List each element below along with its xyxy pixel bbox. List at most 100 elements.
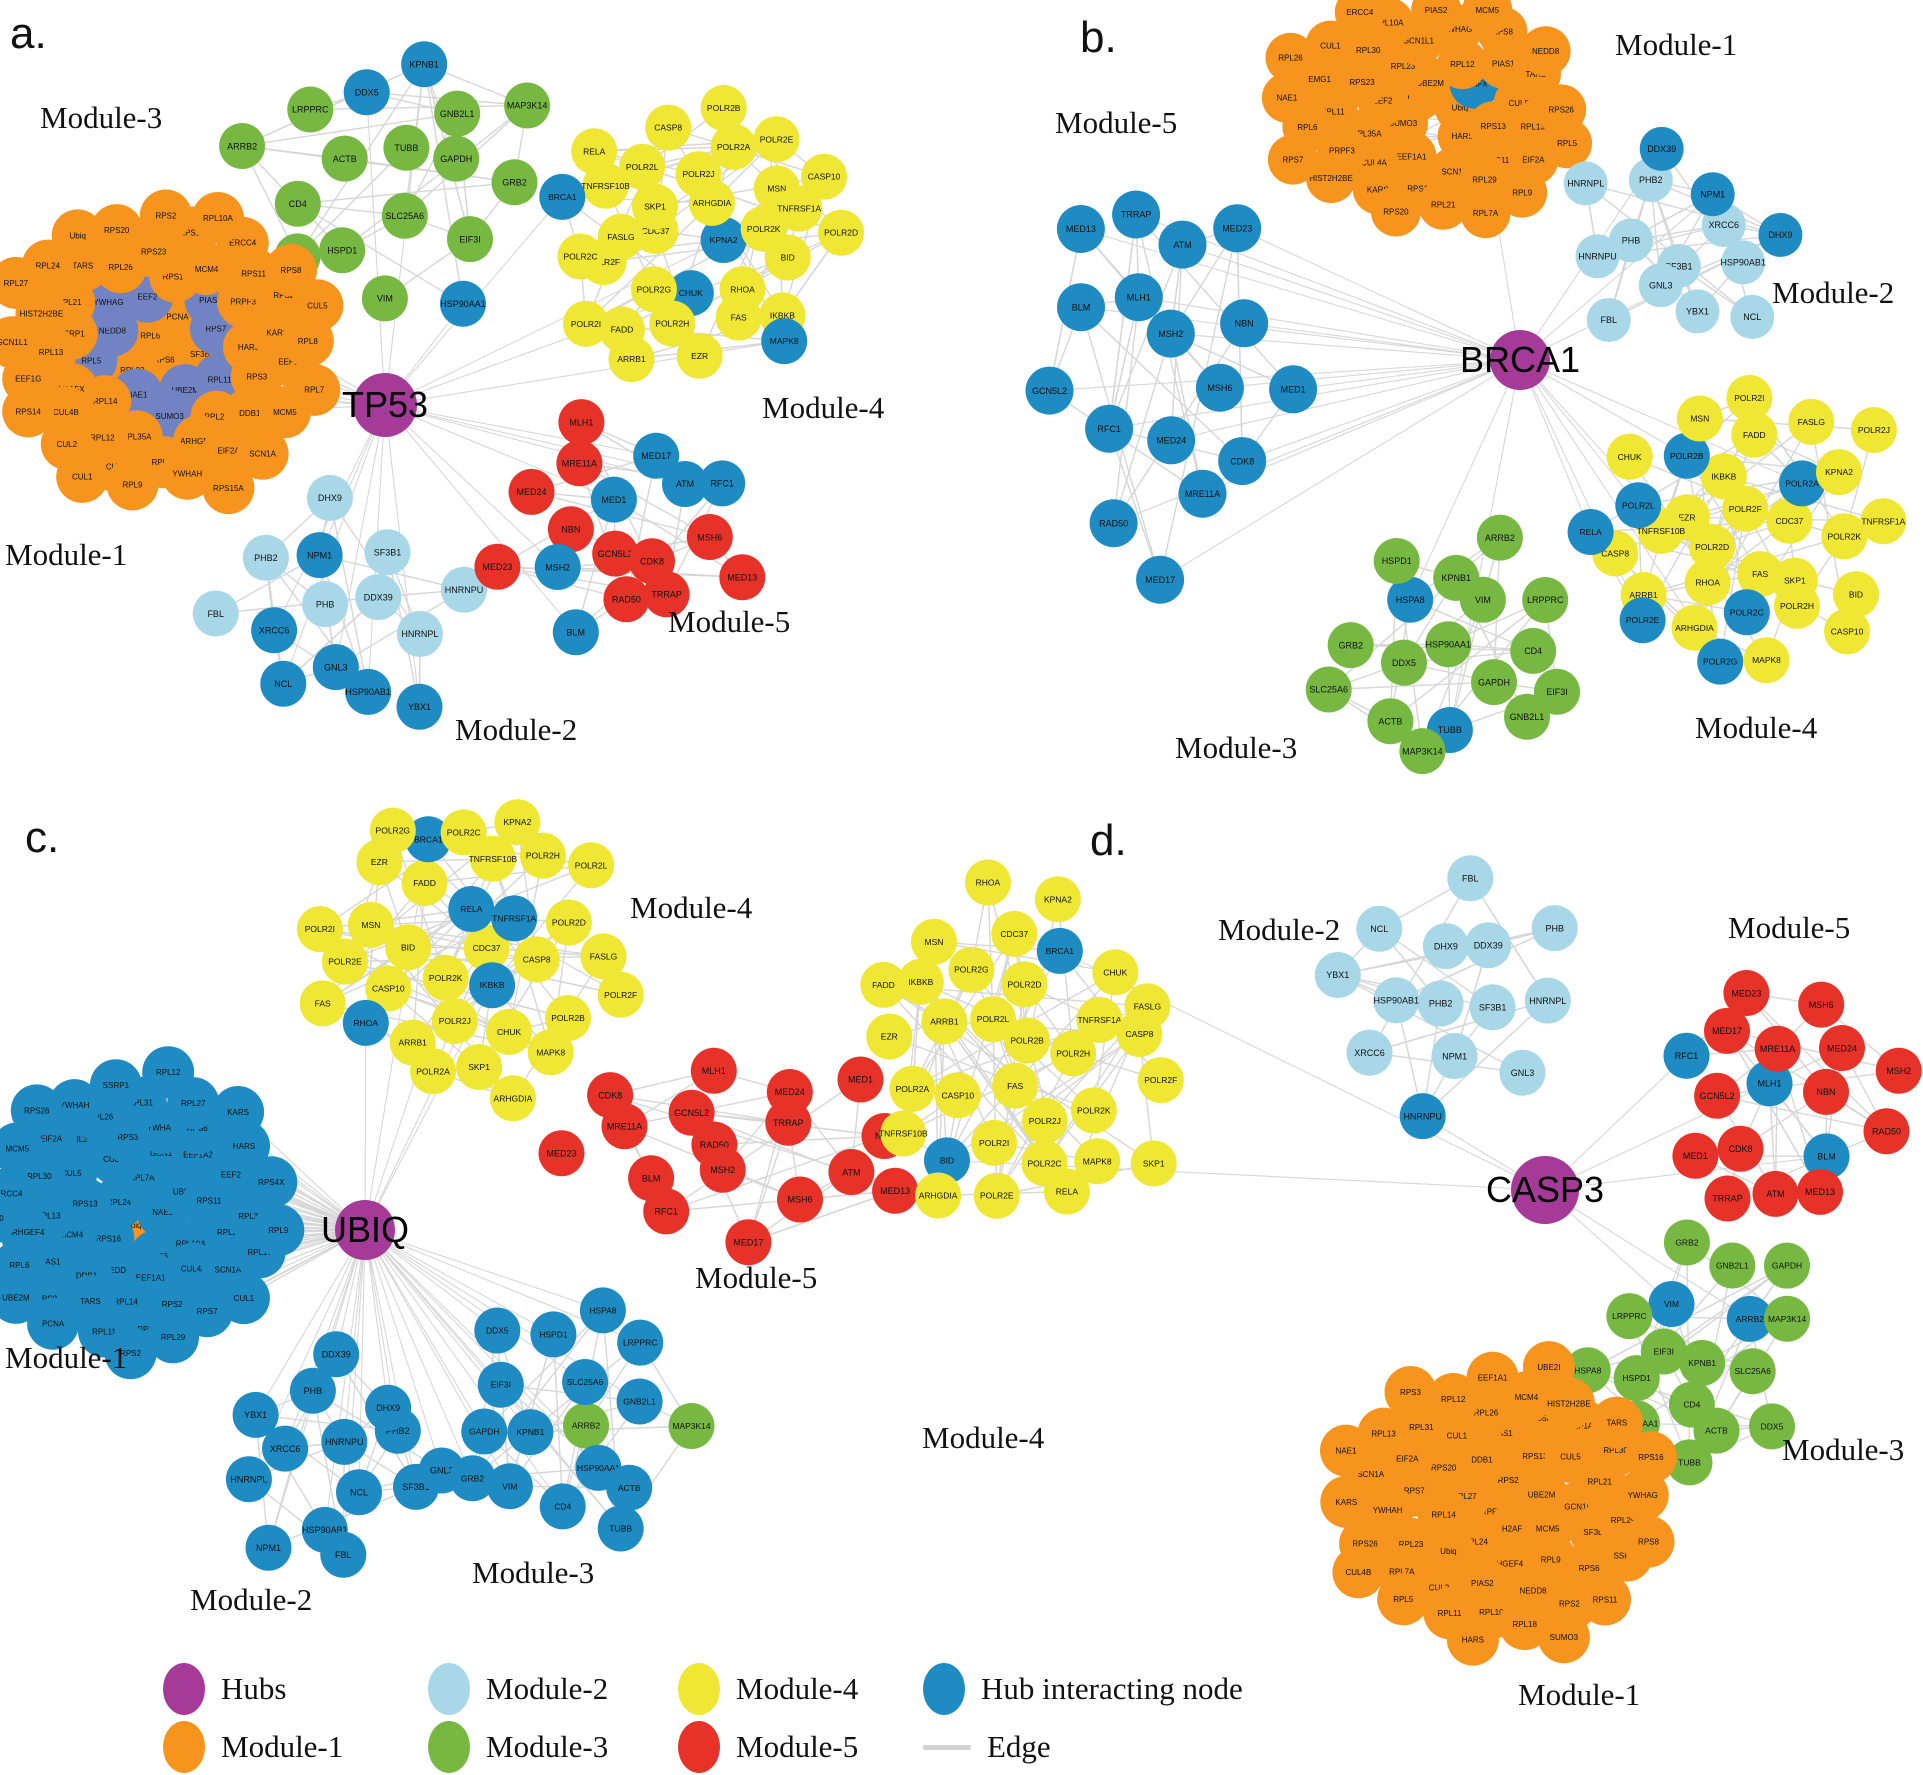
node-GCN5L2[interactable] [1694, 1072, 1741, 1119]
node-RHOA[interactable] [342, 999, 389, 1046]
node-GRB2[interactable] [449, 1455, 496, 1502]
node-HSPD1[interactable] [1373, 538, 1420, 584]
node-POLR2H[interactable] [519, 832, 566, 879]
node-NPM1[interactable] [1431, 1033, 1478, 1079]
node-HSPD1[interactable] [319, 227, 366, 274]
node-RPS16[interactable] [1624, 1431, 1677, 1484]
node-SKP1[interactable] [632, 183, 678, 230]
node-MED13[interactable] [719, 554, 766, 601]
node-POLR2G[interactable] [369, 807, 416, 854]
node-EIF3I[interactable] [447, 216, 493, 263]
node-HNRNPU[interactable] [1575, 234, 1620, 279]
node-NCL[interactable] [1356, 905, 1403, 952]
node-POLR2J[interactable] [431, 998, 478, 1045]
node-HSP90AB1[interactable] [1721, 240, 1766, 285]
node-IKBKB[interactable] [897, 958, 944, 1005]
node-POLR2D[interactable] [545, 899, 592, 946]
node-FAS[interactable] [1737, 551, 1784, 598]
hub-UBIQ[interactable] [335, 1200, 395, 1260]
node-RPS20[interactable] [90, 204, 143, 257]
node-EIF3I[interactable] [477, 1361, 524, 1408]
node-RPL9[interactable] [1497, 167, 1548, 218]
node-RELA[interactable] [1567, 509, 1614, 555]
node-NAE1[interactable] [1261, 72, 1312, 123]
node-MED13[interactable] [872, 1167, 919, 1214]
node-MSH6[interactable] [686, 514, 733, 560]
node-RPL10A[interactable] [191, 192, 244, 244]
node-HNRNPU[interactable] [1399, 1093, 1446, 1140]
node-POLR2B[interactable] [545, 995, 591, 1042]
node-RPS3[interactable] [1384, 1366, 1437, 1418]
node-SCN1A[interactable] [236, 427, 289, 480]
node-NEDD8[interactable] [1520, 26, 1571, 77]
node-FADD[interactable] [1731, 411, 1778, 458]
node-KPNB1[interactable] [507, 1409, 554, 1456]
node-TUBB[interactable] [597, 1505, 644, 1552]
node-MLH1[interactable] [558, 399, 605, 446]
node-ARRB1[interactable] [921, 998, 968, 1045]
node-ACTB[interactable] [606, 1464, 653, 1511]
node-CUL1[interactable] [217, 1272, 270, 1325]
node-RPS20[interactable] [0, 1192, 17, 1244]
node-CUL4B[interactable] [1332, 1546, 1385, 1599]
node-RHOA[interactable] [1684, 559, 1731, 606]
node-TUBB[interactable] [1666, 1439, 1713, 1486]
node-TNFRSF1A[interactable] [491, 895, 538, 942]
node-GAPDH[interactable] [461, 1408, 508, 1455]
node-SF3B1[interactable] [364, 529, 411, 576]
node-CUL1[interactable] [1305, 20, 1356, 71]
node-BRCA1[interactable] [405, 816, 452, 863]
node-RPL29[interactable] [147, 1311, 199, 1364]
node-MSH2[interactable] [699, 1146, 746, 1193]
node-RPS14[interactable] [2, 385, 55, 438]
node-MRE11A[interactable] [1178, 469, 1227, 518]
node-RPL9[interactable] [252, 1204, 305, 1257]
node-CASP10[interactable] [801, 153, 848, 200]
node-BLM[interactable] [1803, 1133, 1850, 1180]
node-RELA[interactable] [571, 128, 618, 175]
node-NCL[interactable] [1730, 294, 1775, 339]
node-POLR2I[interactable] [563, 300, 609, 347]
node-DDX39[interactable] [1465, 922, 1512, 969]
node-RPL12[interactable] [142, 1046, 195, 1099]
node-MLH1[interactable] [1114, 273, 1163, 322]
node-ARRB2[interactable] [563, 1402, 609, 1449]
node-GAPDH[interactable] [1471, 659, 1517, 706]
node-MAP3K14[interactable] [1399, 728, 1446, 775]
node-LRPPRC[interactable] [1522, 577, 1569, 623]
node-TUBB[interactable] [383, 124, 430, 171]
node-HSPD1[interactable] [530, 1311, 577, 1358]
node-IKBKB[interactable] [1700, 453, 1747, 500]
node-MSN[interactable] [347, 901, 394, 948]
node-DHX9[interactable] [1758, 212, 1803, 257]
node-MED13[interactable] [1797, 1168, 1843, 1215]
node-FBL[interactable] [1447, 855, 1494, 902]
node-MED17[interactable] [725, 1219, 772, 1266]
node-NPM1[interactable] [296, 532, 343, 579]
node-POLR2G[interactable] [1697, 638, 1744, 685]
node-TRRAP[interactable] [1112, 190, 1161, 239]
node-HSP90AA1[interactable] [440, 280, 486, 327]
node-VIM[interactable] [361, 275, 408, 322]
node-RHOA[interactable] [964, 859, 1011, 906]
node-YBX1[interactable] [1675, 289, 1720, 334]
node-SUMO3[interactable] [1537, 1611, 1590, 1664]
node-PHB[interactable] [302, 581, 349, 628]
node-CDC37[interactable] [991, 910, 1038, 957]
node-DDX39[interactable] [313, 1331, 360, 1378]
node-HSP90AB1[interactable] [1373, 977, 1420, 1024]
node-EZR[interactable] [866, 1013, 913, 1060]
node-MED23[interactable] [538, 1130, 585, 1177]
node-XRCC6[interactable] [1346, 1029, 1393, 1076]
node-POLR2A[interactable] [710, 123, 757, 170]
node-ATM[interactable] [1158, 220, 1207, 269]
node-SKP1[interactable] [456, 1044, 503, 1090]
node-POLR2A[interactable] [1779, 460, 1825, 507]
node-MSH6[interactable] [777, 1176, 823, 1223]
node-MED17[interactable] [633, 432, 680, 479]
node-RAD50[interactable] [1863, 1108, 1910, 1155]
node-POLR2H[interactable] [1050, 1030, 1097, 1077]
node-IKBKB[interactable] [469, 962, 516, 1009]
node-RPS7[interactable] [1267, 134, 1318, 185]
node-DDX39[interactable] [355, 574, 402, 621]
